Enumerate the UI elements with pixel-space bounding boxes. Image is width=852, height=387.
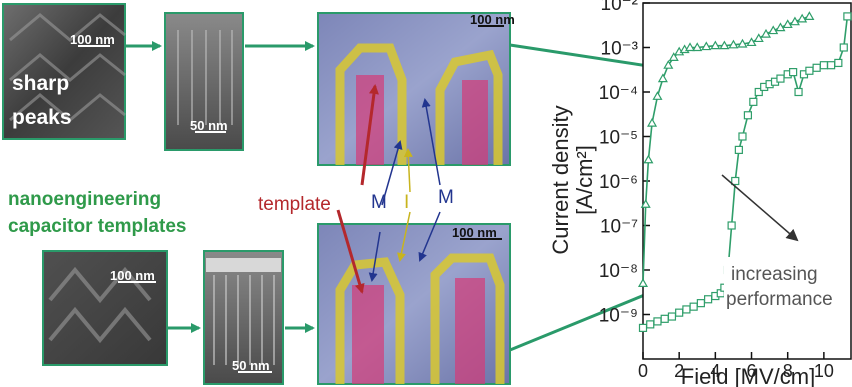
data-point (737, 38, 748, 48)
data-point (738, 132, 747, 141)
data-point (727, 221, 736, 230)
data-point (652, 91, 663, 100)
data-point (753, 33, 764, 43)
x-tick-label: 2 (674, 361, 684, 381)
data-point (728, 39, 739, 49)
y-axis-label: Current density (548, 105, 573, 254)
y-tick-label: 10⁻⁴ (599, 83, 638, 104)
scale-label: 50 nm (190, 118, 228, 133)
data-point (775, 22, 786, 32)
data-point (776, 74, 785, 83)
x-axis: 0 2 4 6 8 10 (638, 352, 834, 381)
data-point (660, 314, 669, 323)
y-tick-label: 10⁻⁷ (600, 217, 638, 238)
data-point (689, 302, 698, 311)
data-point (696, 299, 705, 308)
panel-top-cross-section: 50 nm (164, 12, 244, 151)
data-point (768, 25, 779, 35)
data-point (643, 154, 654, 164)
performance-annotation: increasing (731, 264, 818, 285)
data-point (749, 97, 758, 106)
data-point (675, 308, 684, 317)
data-point (819, 61, 828, 70)
y-axis-label: [A/cm²] (572, 145, 597, 215)
nanoengineering-caption: capacitor templates (8, 216, 186, 237)
data-point (637, 278, 649, 287)
data-point (754, 87, 763, 97)
data-point (647, 117, 658, 127)
data-point (668, 52, 679, 61)
data-point (704, 295, 713, 304)
data-point (657, 73, 668, 83)
data-point (827, 61, 836, 70)
y-tick-label: 10⁻³ (601, 39, 639, 60)
data-point (805, 66, 814, 75)
data-point (804, 11, 815, 20)
x-tick-label: 8 (783, 361, 793, 381)
data-point (746, 37, 757, 47)
metal-label: M (371, 192, 387, 213)
data-point (782, 19, 793, 29)
scale-label: 100 nm (452, 225, 497, 240)
trend-arrow-icon (721, 174, 799, 242)
panel-bottom-template: 100 nm (42, 250, 168, 366)
scale-label: 100 nm (110, 268, 155, 283)
y-tick-label: 10⁻⁵ (599, 128, 638, 149)
x-tick-label: 10 (814, 361, 834, 381)
template-label: template (258, 194, 331, 215)
data-point (734, 145, 743, 154)
y-tick-label: 10⁻⁶ (599, 172, 638, 193)
data-point (719, 40, 730, 50)
x-tick-label: 0 (638, 361, 648, 381)
panel-top-capacitor: 100 nm (317, 12, 515, 166)
panel-bottom-cross-section: 50 nm (203, 250, 284, 385)
nanoengineering-caption: nanoengineering (8, 189, 161, 210)
data-point (692, 42, 703, 52)
data-point (638, 323, 648, 332)
y-tick-label: 10⁻⁹ (599, 306, 638, 327)
x-tick-label: 6 (747, 361, 757, 381)
data-point (797, 13, 808, 23)
scale-label: 100 nm (470, 12, 515, 27)
y-axis: 10⁻² 10⁻³ 10⁻⁴ 10⁻⁵ 10⁻⁶ 10⁻⁷ 10⁻⁸ 10⁻⁹ (599, 0, 650, 327)
series-group (637, 11, 852, 332)
data-point (646, 320, 655, 329)
data-point (789, 68, 798, 77)
data-point (789, 16, 800, 26)
y-tick-label: 10⁻⁸ (599, 261, 638, 282)
y-tick-label: 10⁻² (601, 0, 639, 15)
data-point (682, 305, 691, 314)
data-point (701, 41, 712, 51)
data-point (743, 111, 753, 120)
data-point (731, 176, 740, 186)
sharp-peaks-caption: peaks (12, 106, 72, 129)
data-point (794, 87, 803, 97)
x-axis-label: Field [MV/cm] (681, 364, 815, 387)
data-point (667, 312, 677, 321)
scale-label: 100 nm (70, 32, 115, 47)
insulator-label: I (404, 192, 409, 213)
data-point (640, 199, 651, 208)
data-point (653, 317, 662, 326)
metal-label: M (438, 187, 454, 208)
x-tick-label: 4 (710, 361, 720, 381)
data-point (834, 58, 843, 68)
performance-annotation: performance (726, 289, 833, 310)
panel-bottom-capacitor: 100 nm (317, 223, 511, 385)
data-point (710, 40, 721, 50)
scale-label: 50 nm (232, 358, 270, 373)
sharp-peaks-caption: sharp (12, 72, 69, 95)
data-point (684, 42, 696, 52)
iv-chart: 10⁻² 10⁻³ 10⁻⁴ 10⁻⁵ 10⁻⁶ 10⁻⁷ 10⁻⁸ 10⁻⁹ 0 2 4 6 8 10… (548, 0, 852, 387)
data-point (760, 28, 772, 38)
data-point (843, 12, 852, 21)
data-point (812, 63, 821, 72)
data-point (663, 59, 674, 69)
data-point (839, 43, 848, 52)
panel-sharp-peaks: 100 nm sharp peaks (2, 3, 126, 140)
annotation-arrows (336, 84, 441, 294)
